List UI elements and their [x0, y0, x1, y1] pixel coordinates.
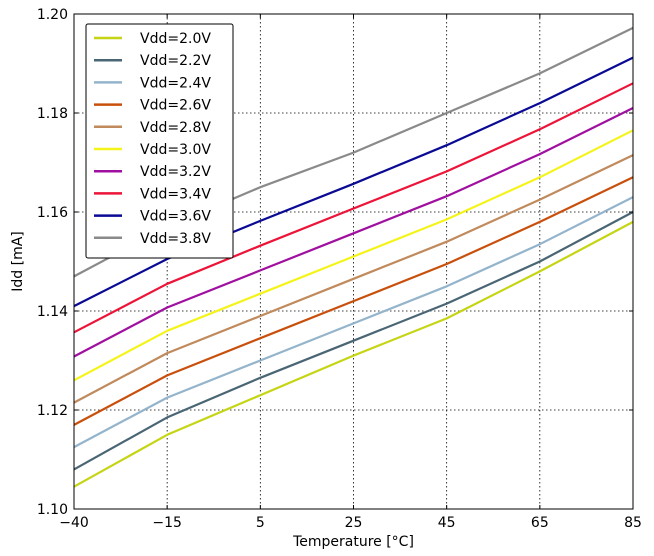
x-tick-label: −40 [59, 515, 89, 531]
legend-label: Vdd=3.6V [140, 209, 211, 225]
legend-label: Vdd=3.8V [140, 231, 211, 247]
series-line [73, 196, 634, 449]
series-line [73, 129, 634, 382]
legend-label: Vdd=2.6V [140, 98, 211, 114]
legend-label: Vdd=3.0V [140, 142, 211, 158]
y-tick-label: 1.18 [37, 106, 68, 122]
series-line [73, 211, 634, 471]
x-tick-label: 25 [345, 515, 363, 531]
x-tick-label: 85 [624, 515, 642, 531]
legend: Vdd=2.0V Vdd=2.2V Vdd=2.4V Vdd=2.6V Vdd=2.8V… [85, 23, 234, 259]
y-tick-label: 1.16 [37, 205, 68, 221]
legend-label: Vdd=3.4V [140, 186, 211, 202]
y-tick-label: 1.12 [37, 403, 68, 419]
legend-label: Vdd=2.8V [140, 120, 211, 136]
series-line [73, 154, 634, 404]
x-tick-label: 5 [256, 515, 265, 531]
y-tick-label: 1.10 [37, 502, 68, 518]
x-axis-label: Temperature [°C] [292, 534, 414, 550]
series-line [73, 176, 634, 426]
series-line [73, 56, 634, 308]
legend-label: Vdd=3.2V [140, 164, 211, 180]
y-tick-label: 1.14 [37, 304, 68, 320]
x-tick-label: 65 [531, 515, 549, 531]
plot-series [73, 26, 634, 488]
series-line [73, 220, 634, 488]
series-line [73, 82, 634, 334]
axis-ticks: −40 −15 5 25 45 65 85 1.10 1.12 1.14 1.16 1.18 1.20 [37, 7, 642, 531]
legend-box [85, 23, 234, 259]
legend-label: Vdd=2.0V [140, 31, 211, 47]
series-line [73, 107, 634, 358]
x-tick-label: 45 [438, 515, 456, 531]
x-tick-label: −15 [152, 515, 182, 531]
legend-label: Vdd=2.4V [140, 75, 211, 91]
legend-label: Vdd=2.2V [140, 53, 211, 69]
y-tick-label: 1.20 [37, 7, 68, 23]
y-axis-label: Idd [mA] [10, 231, 26, 292]
